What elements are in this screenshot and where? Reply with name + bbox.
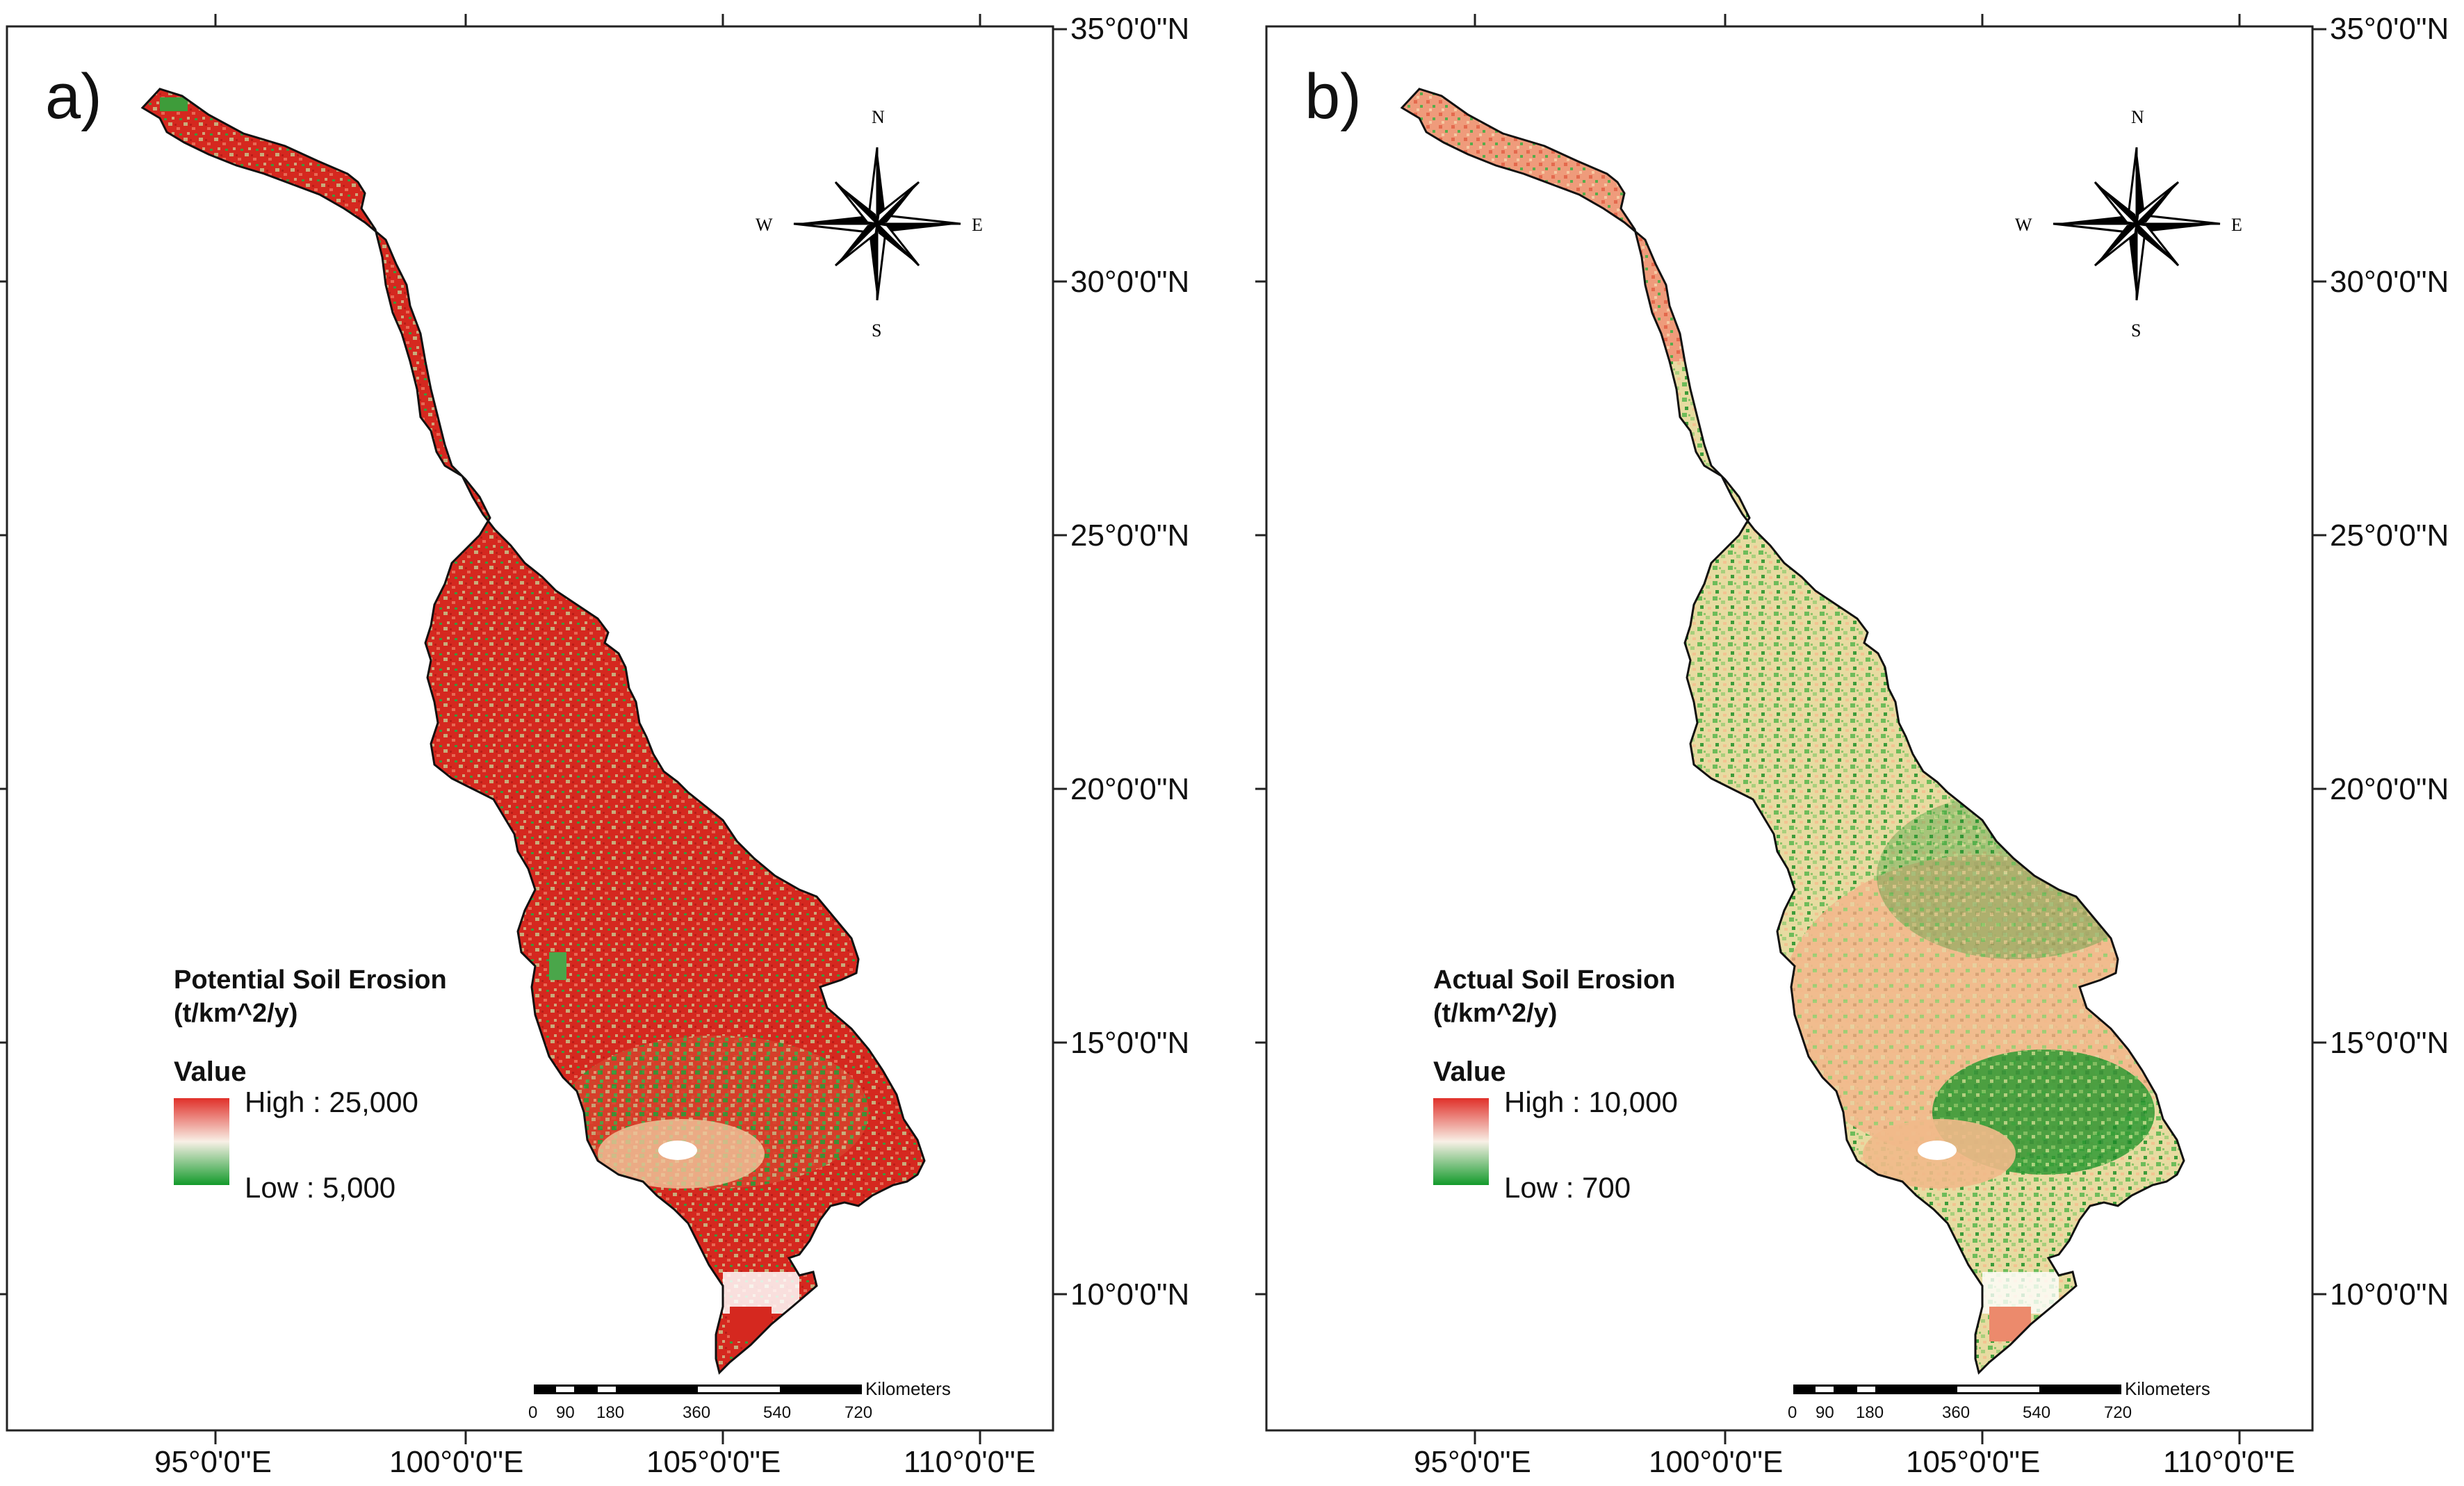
panel-b: b) N S E W Actual Soil Erosion (t/km^2/y…: [1255, 12, 2449, 1479]
panel-b-scale-540: 540: [2023, 1403, 2050, 1422]
panel-b-legend-low: Low : 700: [1504, 1171, 1631, 1204]
panel-b-legend: Actual Soil Erosion (t/km^2/y) Value Hig…: [1433, 965, 1678, 1204]
panel-a-compass-e: E: [972, 215, 983, 235]
panel-a-ytick-10: 10°0'0"N: [1070, 1277, 1189, 1312]
panel-a-legend-low: Low : 5,000: [245, 1171, 395, 1204]
panel-b-ytick-10: 10°0'0"N: [2330, 1277, 2449, 1312]
panel-b-right-ticks: [2312, 28, 2326, 1296]
panel-a-legend-title1: Potential Soil Erosion: [174, 965, 447, 995]
panel-a-compass: N S E W: [756, 107, 983, 341]
panel-b-scale-90: 90: [1816, 1403, 1834, 1422]
panel-a-legend-value: Value: [174, 1056, 247, 1087]
panel-b-compass-s: S: [2131, 320, 2141, 341]
panel-a-frame: [6, 25, 1054, 1432]
panel-b-compass-n: N: [2131, 107, 2144, 127]
panel-b-legend-title1: Actual Soil Erosion: [1433, 965, 1675, 995]
panel-b-ytick-25: 25°0'0"N: [2330, 519, 2449, 553]
panel-a-scale-bar: Kilometers 0 90 180 360 540 720: [528, 1378, 951, 1422]
panel-a-ytick-20: 20°0'0"N: [1070, 772, 1189, 806]
panel-a-ytick-35: 35°0'0"N: [1070, 12, 1189, 46]
panel-b-scale-720: 720: [2104, 1403, 2132, 1422]
panel-b-scale-360: 360: [1942, 1403, 1970, 1422]
panel-b-ytick-35: 35°0'0"N: [2330, 12, 2449, 46]
panel-a-legend: Potential Soil Erosion (t/km^2/y) Value …: [174, 965, 447, 1204]
panel-a-legend-ramp: [174, 1098, 229, 1185]
panel-a-scale-unit: Kilometers: [865, 1378, 951, 1399]
panel-b-ytick-15: 15°0'0"N: [2330, 1026, 2449, 1060]
panel-b-scale-0: 0: [1788, 1403, 1797, 1422]
panel-b-left-ticks: [1255, 280, 1266, 1296]
panel-a-xtick-110: 110°0'0"E: [904, 1445, 1036, 1479]
panel-b-ytick-30: 30°0'0"N: [2330, 265, 2449, 299]
panel-b-xtick-100: 100°0'0"E: [1649, 1445, 1783, 1479]
panel-b-xtick-105: 105°0'0"E: [1906, 1445, 2040, 1479]
panel-b-scale-bar: Kilometers 0 90 180 360 540 720: [1788, 1378, 2210, 1422]
panel-a-legend-high: High : 25,000: [245, 1086, 418, 1118]
panel-b-frame: [1265, 25, 2314, 1432]
panel-b-xtick-95: 95°0'0"E: [1414, 1445, 1531, 1479]
panel-b-ytick-20: 20°0'0"N: [2330, 772, 2449, 806]
panel-a-bottom-ticks: [214, 1430, 981, 1444]
panel-a-ytick-25: 25°0'0"N: [1070, 519, 1189, 553]
panel-b-label: b): [1305, 61, 1362, 132]
panel-a-ytick-15: 15°0'0"N: [1070, 1026, 1189, 1060]
panel-a-compass-w: W: [756, 215, 773, 235]
panel-a-scale-90: 90: [556, 1403, 575, 1422]
panel-a-scale-720: 720: [845, 1403, 872, 1422]
panel-a: a) N S E W Potential Soil Erosion (t/km^…: [0, 12, 1189, 1479]
panel-b-legend-title2: (t/km^2/y): [1433, 999, 1557, 1028]
panel-b-compass-w: W: [2015, 215, 2032, 235]
panel-b-compass-e: E: [2231, 215, 2242, 235]
panel-a-ytick-30: 30°0'0"N: [1070, 265, 1189, 299]
panel-a-right-ticks: [1053, 28, 1067, 1296]
panel-a-scale-0: 0: [528, 1403, 537, 1422]
panel-a-left-ticks: [0, 280, 7, 1296]
panel-b-legend-value: Value: [1433, 1056, 1506, 1087]
panel-a-legend-title2: (t/km^2/y): [174, 999, 297, 1028]
panel-b-compass: N S E W: [2015, 107, 2242, 341]
panel-a-xtick-95: 95°0'0"E: [154, 1445, 272, 1479]
panel-b-basin: [1402, 89, 2184, 1373]
panel-a-top-ticks: [214, 14, 981, 26]
panel-a-xtick-105: 105°0'0"E: [646, 1445, 781, 1479]
panel-a-scale-180: 180: [596, 1403, 624, 1422]
panel-b-bottom-ticks: [1474, 1430, 2241, 1444]
panel-a-scale-540: 540: [763, 1403, 791, 1422]
panel-b-legend-high: High : 10,000: [1504, 1086, 1678, 1118]
panel-a-xtick-100: 100°0'0"E: [389, 1445, 523, 1479]
panel-a-compass-s: S: [872, 320, 881, 341]
panel-b-xtick-110: 110°0'0"E: [2163, 1445, 2295, 1479]
panel-b-scale-unit: Kilometers: [2125, 1378, 2210, 1399]
panel-a-compass-n: N: [872, 107, 885, 127]
panel-a-label: a): [45, 61, 102, 132]
panel-b-legend-ramp: [1433, 1098, 1489, 1185]
panel-b-top-ticks: [1474, 14, 2241, 26]
panel-b-scale-180: 180: [1856, 1403, 1884, 1422]
panel-a-basin: [142, 89, 924, 1373]
panel-a-scale-360: 360: [683, 1403, 710, 1422]
